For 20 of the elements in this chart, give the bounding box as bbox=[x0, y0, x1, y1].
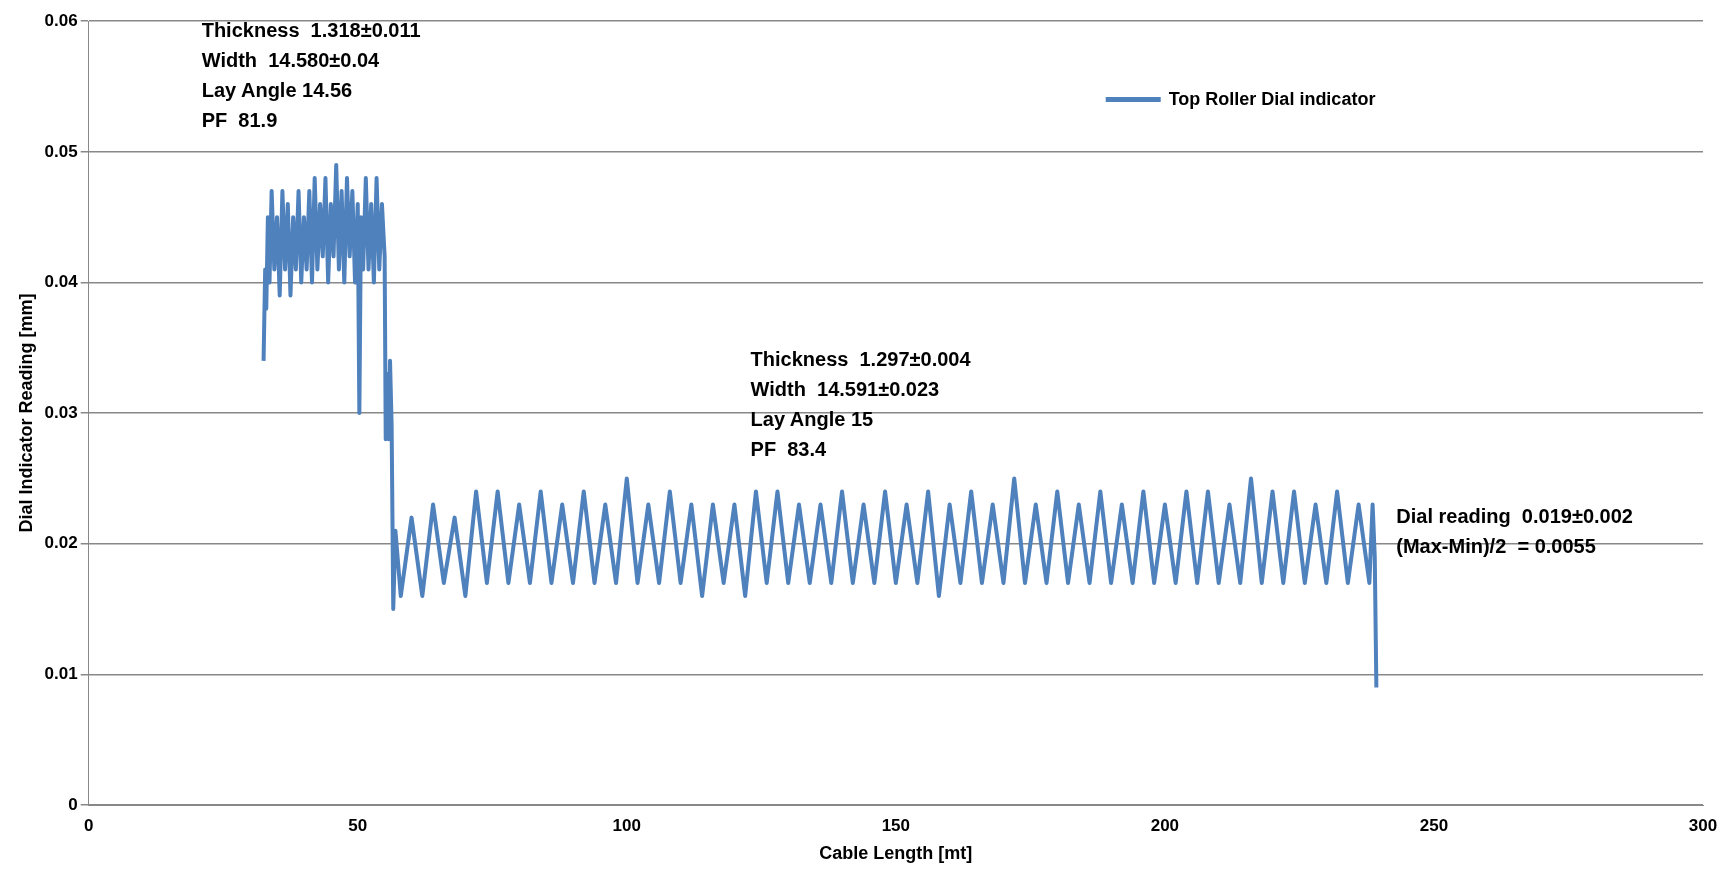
x-axis-title: Cable Length [mt] bbox=[819, 843, 973, 864]
y-tick-label: 0.05 bbox=[44, 141, 78, 161]
annotation: Thickness 1.297±0.004 Width 14.591±0.023 Lay Angle 15 PF 83.4 bbox=[750, 347, 972, 460]
x-tick-label: 300 bbox=[1688, 815, 1718, 835]
y-tick-label: 0.04 bbox=[44, 272, 79, 292]
annotation: Thickness 1.318±0.011 Width 14.580±0.04 Lay Angle 14.56 PF 81.9 bbox=[201, 18, 421, 131]
y-tick-label: 0.01 bbox=[44, 664, 78, 684]
y-axis-title: Dial Indicator Reading [mm] bbox=[15, 293, 36, 533]
x-tick-label: 50 bbox=[348, 815, 368, 835]
x-tick-label: 250 bbox=[1419, 815, 1449, 835]
x-tick-label: 200 bbox=[1150, 815, 1180, 835]
annotation: Dial reading 0.019±0.002 (Max-Min)/2 = 0.0055 bbox=[1396, 504, 1633, 557]
x-tick-label: 0 bbox=[83, 815, 94, 835]
y-tick-label: 0.06 bbox=[44, 10, 78, 30]
x-tick-label: 150 bbox=[881, 815, 911, 835]
y-tick-label: 0.02 bbox=[44, 533, 78, 553]
x-tick-label: 100 bbox=[612, 815, 641, 835]
legend-label: Top Roller Dial indicator bbox=[1168, 88, 1376, 109]
y-tick-label: 0.03 bbox=[44, 402, 78, 422]
y-tick-label: 0 bbox=[68, 794, 78, 814]
